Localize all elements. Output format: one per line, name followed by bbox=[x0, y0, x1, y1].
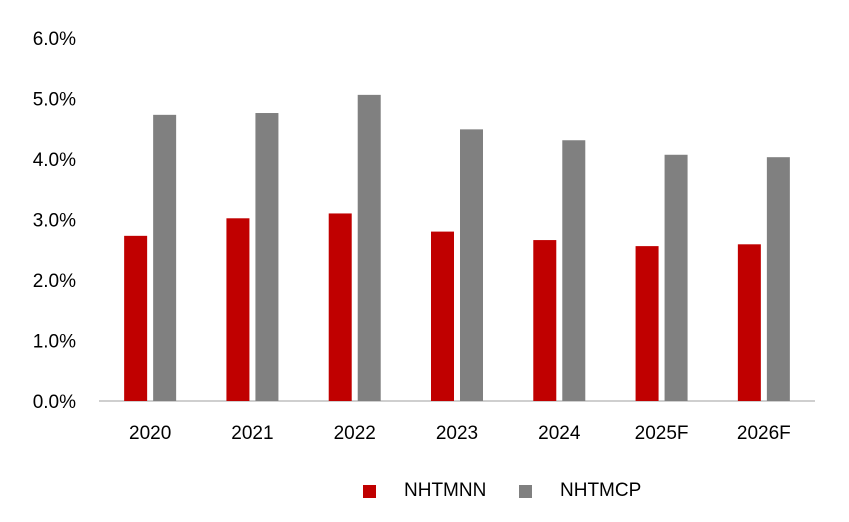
y-tick-label: 3.0% bbox=[33, 211, 76, 232]
bar-nhtmnn-2020 bbox=[124, 235, 148, 401]
bar-nhtmcp-2025f bbox=[664, 154, 688, 401]
legend-swatch-nhtmcp bbox=[519, 485, 532, 498]
legend-label-nhtmnn: NHTMNN bbox=[404, 480, 486, 501]
x-tick-label: 2020 bbox=[129, 423, 171, 444]
legend-label-nhtmcp: NHTMCP bbox=[560, 480, 641, 501]
bar-nhtmnn-2024 bbox=[533, 240, 557, 401]
x-tick-label: 2021 bbox=[231, 423, 273, 444]
bar-nhtmnn-2021 bbox=[226, 218, 250, 401]
bar-nhtmcp-2021 bbox=[255, 113, 279, 402]
bar-nhtmcp-2022 bbox=[357, 94, 381, 402]
x-tick-label: 2022 bbox=[334, 423, 376, 444]
y-tick-label: 6.0% bbox=[33, 29, 76, 50]
x-tick-label: 2025F bbox=[635, 423, 689, 444]
bar-nhtmcp-2023 bbox=[460, 129, 483, 402]
y-tick-label: 0.0% bbox=[33, 392, 76, 413]
bar-nhtmnn-2022 bbox=[328, 213, 352, 401]
bar-nhtmnn-2025f bbox=[635, 246, 659, 401]
y-tick-label: 2.0% bbox=[33, 271, 76, 292]
bar-nhtmcp-2026f bbox=[766, 157, 790, 401]
x-tick-label: 2026F bbox=[737, 423, 791, 444]
y-tick-label: 4.0% bbox=[33, 150, 76, 171]
bar-nhtmcp-2024 bbox=[562, 140, 586, 401]
x-tick-label: 2024 bbox=[538, 423, 581, 444]
bar-nhtmcp-2020 bbox=[153, 114, 177, 402]
bar-nhtmnn-2023 bbox=[431, 231, 454, 401]
legend-swatch-nhtmnn bbox=[363, 485, 376, 498]
bar-nhtmnn-2026f bbox=[737, 244, 761, 401]
x-tick-label: 2023 bbox=[436, 423, 478, 444]
y-tick-label: 1.0% bbox=[33, 332, 76, 353]
y-tick-label: 5.0% bbox=[33, 90, 76, 111]
